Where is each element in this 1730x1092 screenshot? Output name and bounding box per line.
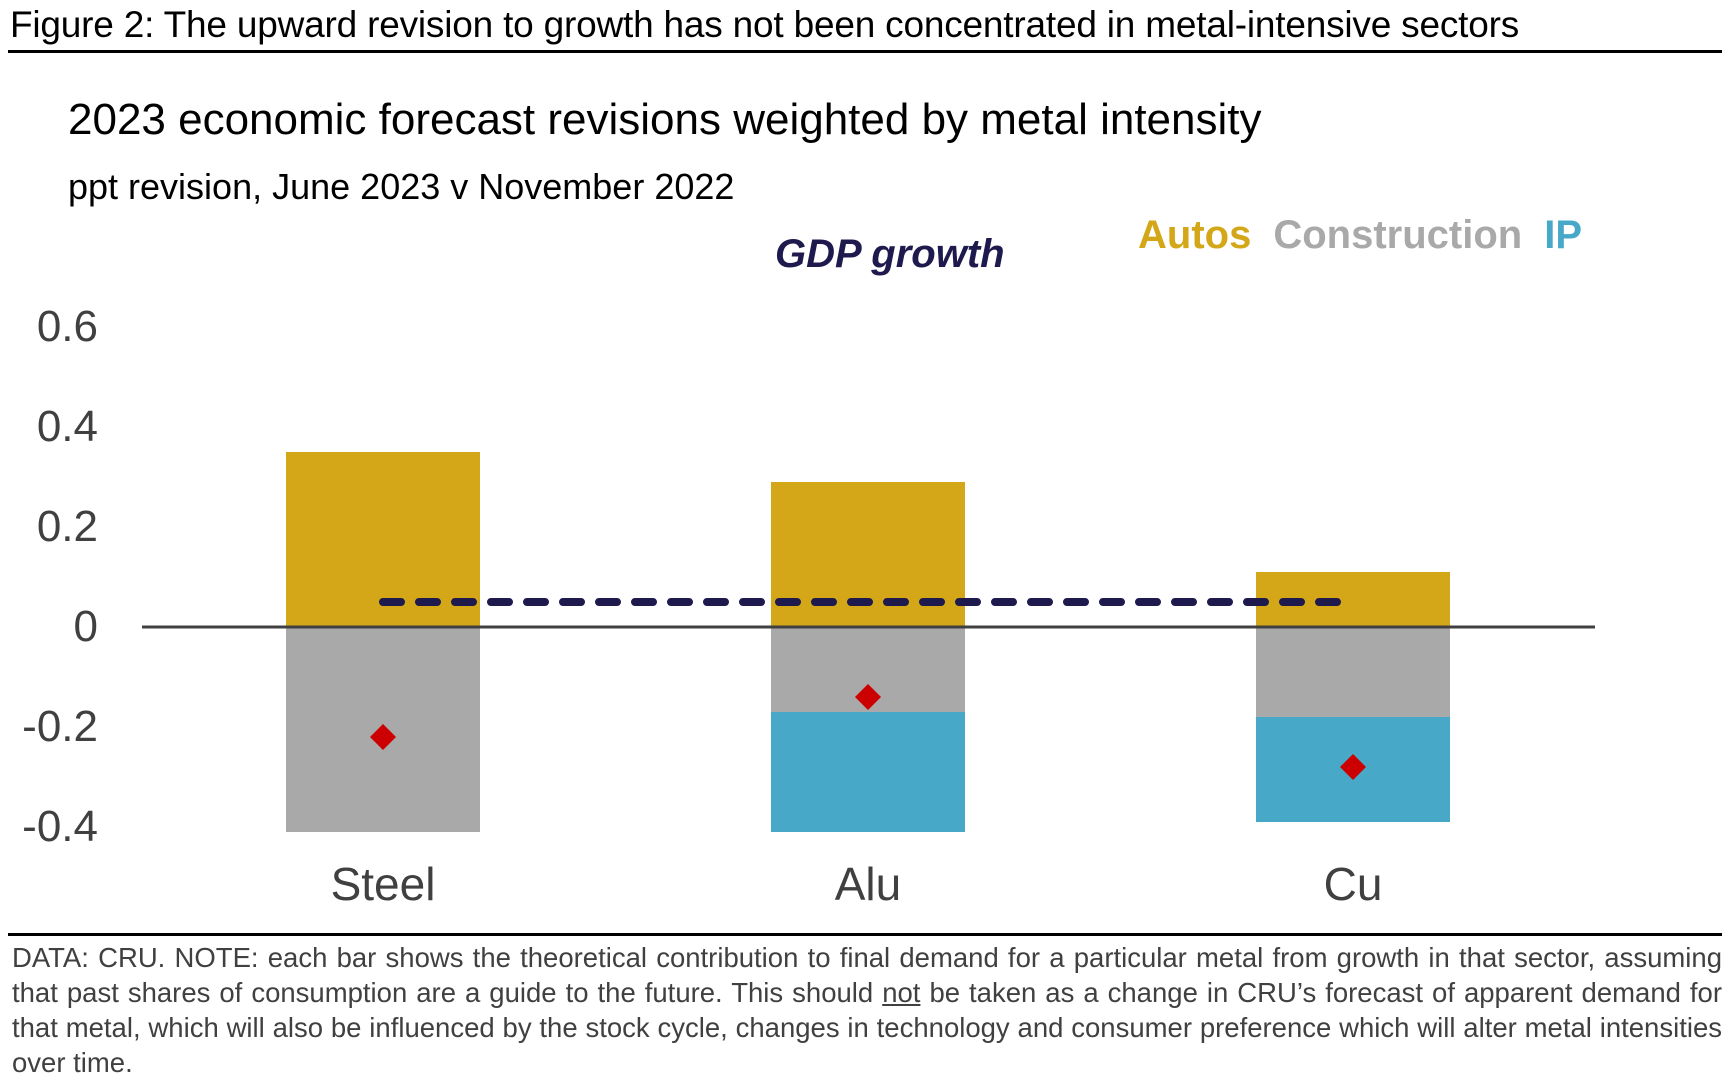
x-tick-label: Cu bbox=[1324, 858, 1383, 910]
bar-steel-autos bbox=[286, 452, 480, 627]
legend-ip: IP bbox=[1544, 213, 1582, 257]
net-markers bbox=[370, 684, 1366, 780]
y-tick-label: 0 bbox=[74, 602, 98, 651]
gdp-growth-annotation: GDP growth bbox=[775, 232, 1005, 276]
note-text-1: DATA: CRU. NOTE: each bar shows the theo… bbox=[12, 942, 1722, 1008]
title-rule bbox=[8, 50, 1722, 53]
y-tick-label: -0.4 bbox=[22, 802, 98, 851]
net-marker-alu bbox=[855, 684, 881, 710]
net-marker-steel bbox=[370, 724, 396, 750]
x-axis-labels: Steel Alu Cu bbox=[331, 858, 1383, 910]
y-tick-label: 0.4 bbox=[37, 402, 98, 451]
bar-alu-ip bbox=[771, 712, 965, 832]
note-emphasis: not bbox=[882, 977, 921, 1008]
figure-title: Figure 2: The upward revision to growth … bbox=[10, 4, 1520, 45]
y-tick-label: 0.6 bbox=[37, 302, 98, 351]
y-axis-ticks: 0.6 0.4 0.2 0 -0.2 -0.4 bbox=[22, 302, 98, 851]
legend-construction: Construction bbox=[1273, 213, 1523, 257]
bar-cu-construction bbox=[1256, 627, 1450, 717]
x-tick-label: Alu bbox=[835, 858, 901, 910]
source-note: DATA: CRU. NOTE: each bar shows the theo… bbox=[12, 940, 1722, 1080]
legend: Autos Construction IP bbox=[1138, 213, 1604, 258]
chart-plot: 0.6 0.4 0.2 0 -0.2 -0.4 Steel Alu Cu bbox=[22, 302, 1595, 910]
note-text-2: be taken as a change in CRU’s forecast o… bbox=[12, 977, 1722, 1078]
bars bbox=[286, 452, 1450, 832]
y-tick-label: -0.2 bbox=[22, 702, 98, 751]
legend-autos: Autos bbox=[1138, 213, 1252, 257]
y-tick-label: 0.2 bbox=[37, 502, 98, 551]
x-tick-label: Steel bbox=[331, 858, 436, 910]
footer-rule bbox=[8, 933, 1722, 936]
chart-title: 2023 economic forecast revisions weighte… bbox=[68, 95, 1262, 144]
chart-subtitle: ppt revision, June 2023 v November 2022 bbox=[68, 166, 735, 207]
net-marker-cu bbox=[1340, 754, 1366, 780]
